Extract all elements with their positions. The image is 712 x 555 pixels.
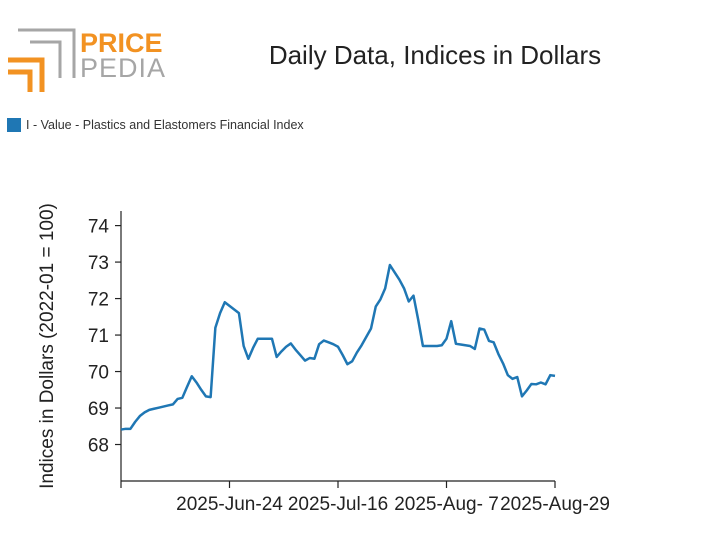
pricepedia-logo: PRICE PEDIA (8, 28, 166, 92)
x-ticks: 2025-Jun-24 2025-Jul-16 2025-Aug- 7 2025-Au… (120, 481, 610, 515)
x-tick-label: 2025-Jun-24 (176, 494, 283, 515)
x-tick-label: 2025-Jul-16 (288, 494, 388, 515)
logo-mark-icon (8, 28, 76, 92)
chart-title: Daily Data, Indices in Dollars (268, 40, 602, 70)
logo-text-price: PRICE (80, 28, 163, 58)
x-tick-label: 2025-Aug-29 (500, 494, 610, 515)
y-tick-label: 71 (88, 326, 109, 347)
x-tick-label: 2025-Aug- 7 (394, 494, 499, 515)
legend-swatch (7, 118, 21, 132)
y-tick-label: 73 (88, 253, 109, 274)
y-tick-label: 69 (88, 399, 109, 420)
y-tick-label: 70 (88, 363, 109, 384)
legend[interactable]: I - Value - Plastics and Elastomers Fina… (7, 118, 304, 132)
logo-text-pedia: PEDIA (80, 53, 166, 83)
y-ticks: 68 69 70 71 72 73 74 (88, 217, 121, 457)
legend-label: I - Value - Plastics and Elastomers Fina… (26, 118, 304, 132)
y-tick-label: 74 (88, 217, 110, 238)
series-line (120, 263, 556, 431)
y-tick-label: 72 (88, 290, 109, 311)
y-axis-label: Indices in Dollars (2022-01 = 100) (37, 203, 58, 489)
y-tick-label: 68 (88, 436, 109, 457)
